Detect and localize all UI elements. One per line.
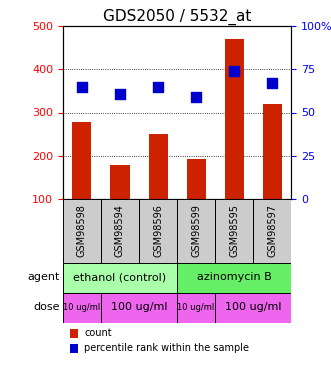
Text: count: count [84, 328, 112, 338]
Bar [101, 199, 139, 262]
Point [79, 84, 85, 90]
Bar [101, 292, 177, 322]
Text: GSM98595: GSM98595 [229, 204, 239, 257]
Bar [63, 262, 177, 292]
Bar [187, 159, 206, 199]
Point [232, 68, 237, 74]
Bar [253, 199, 291, 262]
Title: GDS2050 / 5532_at: GDS2050 / 5532_at [103, 9, 251, 25]
Bar [225, 39, 244, 199]
Point [193, 94, 199, 100]
Point [269, 80, 275, 86]
Text: GSM98598: GSM98598 [77, 204, 87, 257]
Bar [111, 165, 129, 199]
Point [117, 90, 122, 96]
Bar [63, 199, 101, 262]
Bar [177, 199, 215, 262]
Bar [177, 292, 215, 322]
Bar [263, 104, 282, 199]
Bar [177, 262, 291, 292]
Bar [63, 292, 101, 322]
Bar [215, 292, 291, 322]
Text: azinomycin B: azinomycin B [197, 273, 271, 282]
Text: GSM98597: GSM98597 [267, 204, 277, 257]
Text: dose: dose [33, 303, 60, 312]
Text: ethanol (control): ethanol (control) [73, 273, 166, 282]
Text: GSM98599: GSM98599 [191, 204, 201, 257]
Text: 10 ug/ml: 10 ug/ml [63, 303, 101, 312]
Bar [149, 134, 167, 199]
Text: 100 ug/ml: 100 ug/ml [225, 303, 281, 312]
Bar [139, 199, 177, 262]
Text: percentile rank within the sample: percentile rank within the sample [84, 344, 249, 353]
Text: 100 ug/ml: 100 ug/ml [111, 303, 167, 312]
Bar [72, 122, 91, 199]
Point [156, 84, 161, 90]
Text: GSM98596: GSM98596 [153, 204, 163, 257]
Text: 10 ug/ml: 10 ug/ml [177, 303, 215, 312]
Bar [215, 199, 253, 262]
Text: agent: agent [27, 273, 60, 282]
Text: GSM98594: GSM98594 [115, 204, 125, 257]
